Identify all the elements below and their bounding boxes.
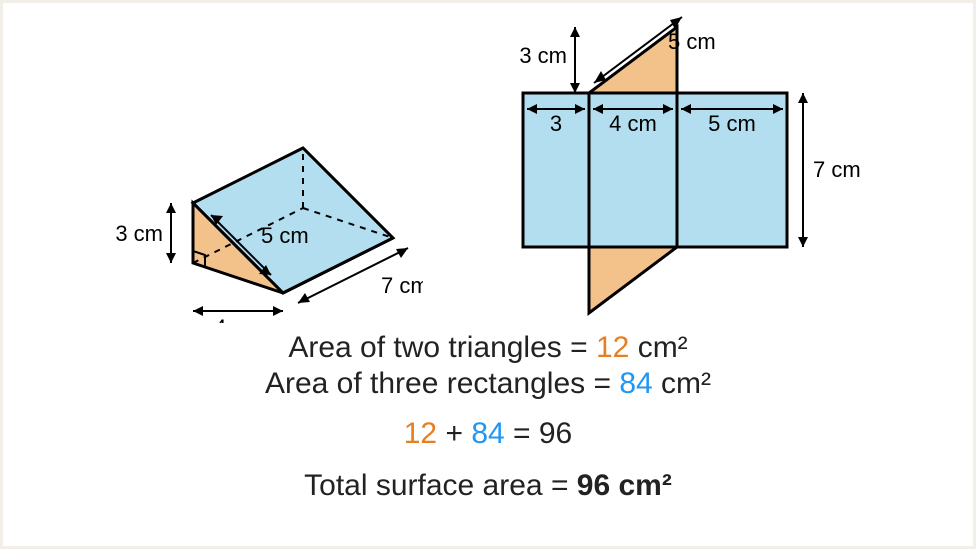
sum-plus: + — [437, 417, 471, 450]
result-sum: 12 + 84 = 96 — [3, 417, 973, 451]
rectangles-prefix: Area of three rectangles = — [265, 367, 619, 400]
net-label-tri-h: 3 cm — [519, 43, 567, 68]
result-triangles: Area of two triangles = 12 cm² — [3, 331, 973, 365]
net-label-b: 4 cm — [609, 111, 657, 136]
sum-eq: = 96 — [505, 417, 573, 450]
triangles-prefix: Area of two triangles = — [288, 331, 596, 364]
net-label-7cm: 7 cm — [813, 157, 861, 182]
label-4cm: 4 cm — [214, 315, 262, 323]
label-3cm: 3 cm — [115, 221, 163, 246]
sum-b: 84 — [471, 417, 504, 450]
rectangles-unit: cm² — [653, 367, 711, 400]
result-total: Total surface area = 96 cm² — [3, 469, 973, 503]
net-dim-7cm: 7 cm — [798, 93, 861, 247]
net-label-a: 3 — [550, 111, 562, 136]
triangles-value: 12 — [596, 331, 629, 364]
triangles-unit: cm² — [629, 331, 687, 364]
prism-net: 3 cm 5 cm 3 4 cm 5 cm — [463, 13, 893, 323]
rectangles-value: 84 — [619, 367, 652, 400]
net-label-tri-hyp: 5 cm — [668, 29, 716, 54]
net-triangle-bottom — [589, 247, 677, 313]
net-label-c: 5 cm — [708, 111, 756, 136]
sum-a: 12 — [404, 417, 437, 450]
dim-3cm: 3 cm — [115, 203, 176, 263]
net-dim-tri-h: 3 cm — [519, 27, 580, 93]
total-value: 96 cm² — [577, 469, 672, 502]
total-prefix: Total surface area = — [304, 469, 577, 502]
label-5cm: 5 cm — [261, 223, 309, 248]
result-rectangles: Area of three rectangles = 84 cm² — [3, 367, 973, 401]
net-triangle-top — [589, 27, 677, 93]
prism-3d: 3 cm 4 cm 5 cm 7 cm — [93, 63, 423, 323]
label-7cm: 7 cm — [381, 273, 423, 298]
dim-4cm: 4 cm — [193, 306, 283, 323]
figure-canvas: 3 cm 4 cm 5 cm 7 cm — [3, 3, 973, 546]
